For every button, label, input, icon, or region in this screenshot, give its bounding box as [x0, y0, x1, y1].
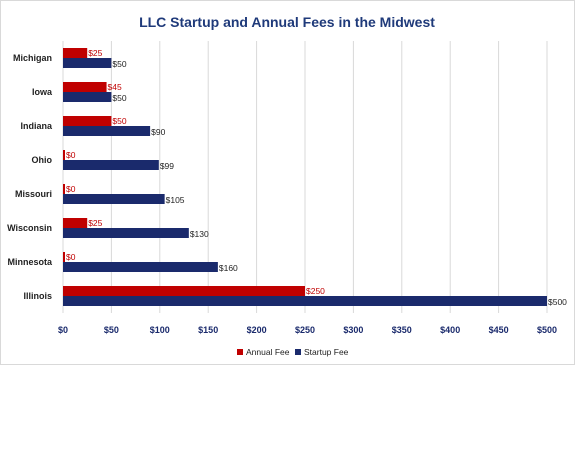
data-label-startup-fee: $50 — [112, 93, 126, 103]
chart-title: LLC Startup and Annual Fees in the Midwe… — [139, 14, 435, 30]
bar-chart: LLC Startup and Annual Fees in the Midwe… — [7, 14, 567, 357]
category-label: Iowa — [32, 87, 53, 97]
data-label-startup-fee: $90 — [151, 127, 165, 137]
x-tick-label: $0 — [58, 325, 68, 335]
bar-annual-fee — [63, 82, 107, 92]
bar-startup-fee — [63, 92, 112, 102]
data-label-startup-fee: $130 — [190, 229, 209, 239]
bar-startup-fee — [63, 160, 159, 170]
x-tick-label: $400 — [440, 325, 460, 335]
data-label-startup-fee: $50 — [112, 59, 126, 69]
x-tick-label: $250 — [295, 325, 315, 335]
bar-startup-fee — [63, 228, 189, 238]
chart-frame: LLC Startup and Annual Fees in the Midwe… — [0, 0, 575, 365]
x-tick-label: $500 — [537, 325, 557, 335]
x-tick-label: $350 — [392, 325, 412, 335]
bars — [63, 48, 547, 306]
x-tick-label: $150 — [198, 325, 218, 335]
legend: Annual Fee Startup Fee — [237, 347, 349, 357]
data-label-startup-fee: $105 — [166, 195, 185, 205]
x-tick-label: $450 — [489, 325, 509, 335]
category-label: Ohio — [32, 155, 53, 165]
data-label-annual-fee: $0 — [66, 252, 76, 262]
legend-swatch-startup-fee — [295, 349, 301, 355]
category-label: Wisconsin — [7, 223, 52, 233]
data-label-annual-fee: $25 — [88, 218, 102, 228]
bar-startup-fee — [63, 126, 151, 136]
bar-annual-fee — [63, 48, 88, 58]
grid-lines — [62, 41, 548, 313]
data-label-startup-fee: $500 — [548, 297, 567, 307]
bar-annual-fee — [63, 184, 65, 194]
legend-swatch-annual-fee — [237, 349, 243, 355]
data-label-annual-fee: $0 — [66, 150, 76, 160]
bar-annual-fee — [63, 218, 88, 228]
data-label-annual-fee: $50 — [112, 116, 126, 126]
data-labels: $25$50$45$50$50$90$0$99$0$105$25$130$0$1… — [66, 48, 567, 307]
bar-startup-fee — [63, 296, 547, 306]
category-label: Indiana — [20, 121, 52, 131]
bar-annual-fee — [63, 252, 65, 262]
category-label: Missouri — [15, 189, 52, 199]
bar-annual-fee — [63, 116, 112, 126]
data-label-annual-fee: $250 — [306, 286, 325, 296]
x-tick-label: $100 — [150, 325, 170, 335]
data-label-annual-fee: $25 — [88, 48, 102, 58]
bar-startup-fee — [63, 194, 165, 204]
x-tick-label: $300 — [343, 325, 363, 335]
bar-annual-fee — [63, 286, 305, 296]
data-label-startup-fee: $99 — [160, 161, 174, 171]
data-label-annual-fee: $45 — [108, 82, 122, 92]
bar-startup-fee — [63, 262, 218, 272]
data-label-startup-fee: $160 — [219, 263, 238, 273]
category-label: Minnesota — [7, 257, 52, 267]
data-label-annual-fee: $0 — [66, 184, 76, 194]
category-labels: Michigan Iowa Indiana Ohio Missouri Wisconsin… — [7, 53, 53, 301]
category-label: Michigan — [13, 53, 52, 63]
x-axis-ticks: $0 $50 $100 $150 $200 $250 $300 $350 $400 $450 $50… — [58, 325, 557, 335]
category-label: Illinois — [23, 291, 52, 301]
bar-annual-fee — [63, 150, 65, 160]
bar-startup-fee — [63, 58, 112, 68]
x-tick-label: $50 — [104, 325, 119, 335]
legend-label-startup-fee: Startup Fee — [304, 347, 349, 357]
x-tick-label: $200 — [247, 325, 267, 335]
legend-label-annual-fee: Annual Fee — [246, 347, 290, 357]
